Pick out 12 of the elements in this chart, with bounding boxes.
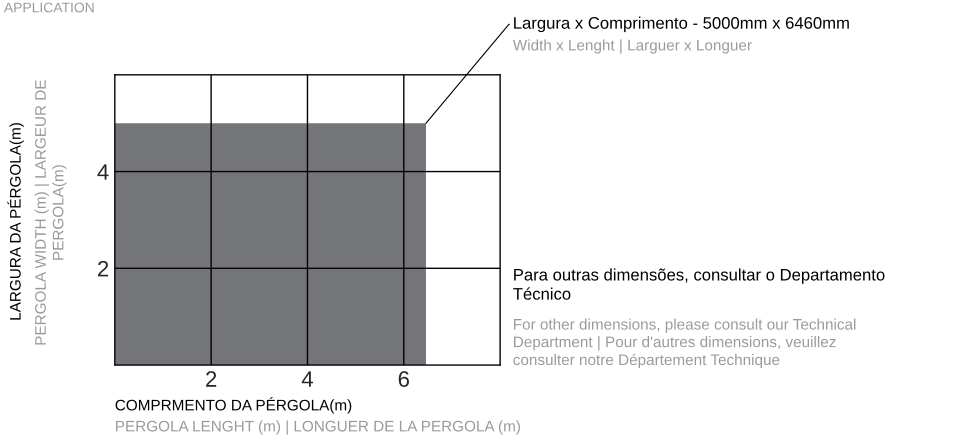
chart-title: APPLICATION — [4, 2, 94, 12]
annotation: Largura x Comprimento - 5000mm x 6460mm — [514, 16, 849, 32]
text: PERGOLA LENGHT (m) | LONGUER DE LA PERGOLA (m) — [116, 420, 520, 435]
y-axis-title: LARGURA DA PÉRGOLA(m) — [7, 123, 24, 320]
text: Width x Lenght | Larguer x Longuer — [512, 39, 752, 54]
x-tick-label: 2 — [206, 371, 216, 387]
x-tick-label: 6 — [398, 371, 409, 387]
text: Para outras dimensões, consultar o Departamento Técnico — [513, 268, 884, 300]
x-tick-label: 4 — [302, 371, 313, 387]
text: For other dimensions, please consult our Technical Department | Pour d'autres dimensions, veuillez consulter notre Département Technique — [513, 318, 856, 368]
text: PERGOLA WIDTH (m) | LARGEUR DE PERGOLA(m) — [34, 80, 67, 345]
x-axis-title: COMPRMENTO DA PÉRGOLA(m) — [116, 397, 352, 414]
